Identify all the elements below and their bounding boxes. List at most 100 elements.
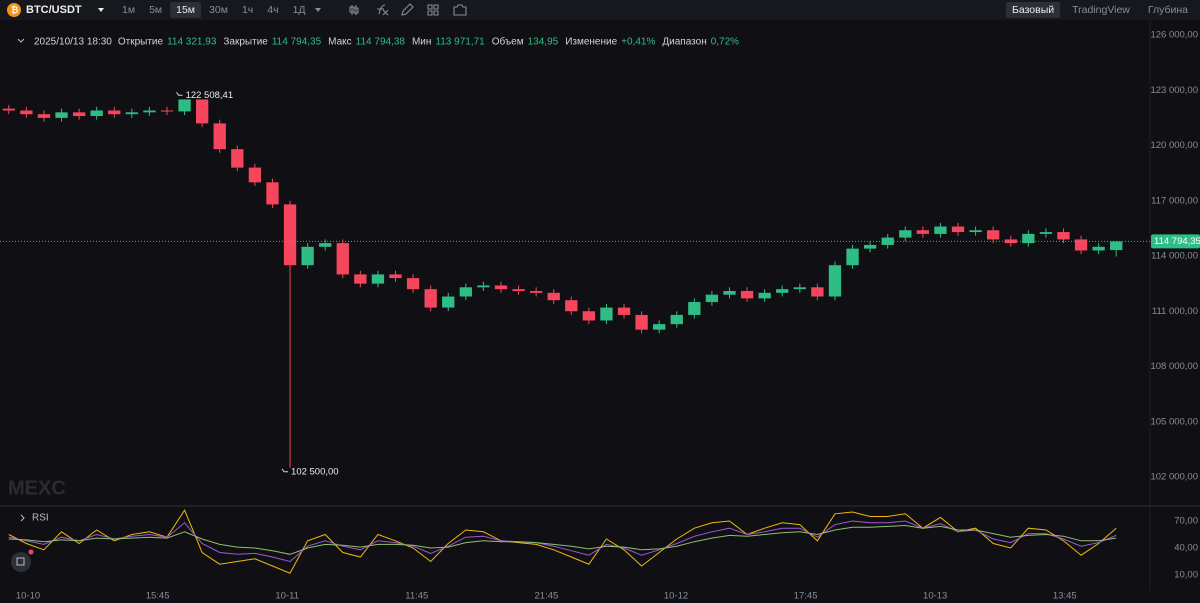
y-tick-label: 114 000,00 (1151, 251, 1198, 262)
info-value: 114 794,35 (272, 37, 322, 48)
x-tick-label: 21:45 (535, 591, 559, 602)
rsi-tick-label: 70,00 (1174, 516, 1198, 527)
symbol[interactable]: BTC/USDT (26, 4, 82, 16)
info-label: Изменение (565, 37, 617, 48)
indicator-icon[interactable] (377, 4, 389, 16)
info-label: Мин (412, 37, 431, 48)
candle-body (195, 99, 209, 124)
last-price-label: 114 794,35 (1154, 236, 1200, 247)
candle-body (863, 244, 877, 249)
watermark: MEXC (8, 477, 66, 499)
candle-body (846, 248, 859, 266)
candle-body (600, 307, 613, 321)
view-tab[interactable]: TradingView (1066, 2, 1136, 18)
rsi-title: RSI (32, 513, 49, 524)
annotation-pointer (281, 468, 289, 473)
candle-body (406, 278, 420, 290)
x-tick-label: 10-11 (275, 591, 299, 602)
interval-dropdown[interactable] (315, 8, 321, 12)
candle-body (354, 274, 367, 284)
annotation-label: 102 500,00 (291, 466, 339, 477)
interval-label: 30м (209, 4, 228, 16)
candle-body (20, 110, 33, 115)
x-tick-label: 11:45 (405, 591, 428, 602)
candle-body (424, 289, 437, 308)
draw-icon[interactable] (401, 3, 414, 16)
candle-body (213, 123, 226, 150)
candle-body (793, 287, 806, 290)
candle-body (371, 274, 385, 284)
toolbar (0, 0, 1200, 20)
candle-body (1022, 233, 1035, 244)
rsi-marker (28, 549, 34, 555)
candle-body (811, 287, 824, 297)
interval-button[interactable]: 30м (203, 2, 234, 18)
collapse-icon[interactable] (17, 38, 25, 43)
candle-body (934, 226, 947, 234)
view-label: Глубина (1148, 4, 1188, 16)
candle-body (758, 292, 771, 299)
interval-button[interactable]: 15м (170, 2, 202, 18)
rsi-tick-label: 10,00 (1174, 570, 1198, 581)
info-value: 114 321,93 (167, 37, 217, 48)
interval-label: 1ч (242, 4, 253, 16)
candle-body (705, 294, 719, 303)
candle-body (55, 112, 68, 118)
candle-body (670, 314, 683, 325)
x-tick-label: 17:45 (794, 591, 818, 602)
candle-body (723, 290, 736, 295)
chart-type-icon[interactable] (349, 5, 359, 15)
layout-icon[interactable] (427, 4, 439, 16)
candle-body (178, 99, 191, 112)
candle-body (951, 226, 965, 233)
x-tick-label: 10-13 (923, 591, 947, 602)
x-tick-label: 15:45 (146, 591, 170, 602)
annotation-pointer (176, 92, 183, 96)
interval-button[interactable]: 1м (116, 2, 141, 18)
candle-body (283, 204, 297, 266)
info-value: 0,72% (711, 37, 739, 48)
candle-body (740, 290, 754, 299)
settings-button[interactable] (11, 552, 31, 572)
candle-body (143, 110, 156, 113)
candle-body (1074, 239, 1088, 251)
candle-body (1004, 239, 1017, 244)
screenshot-icon[interactable] (453, 4, 467, 16)
candle-body (266, 182, 279, 205)
candle-body (653, 324, 666, 330)
candle-body (987, 230, 1000, 240)
interval-button[interactable]: 1Д (287, 2, 312, 18)
rsi-tick-label: 40,00 (1174, 543, 1198, 554)
interval-button[interactable]: 1ч (236, 2, 259, 18)
info-label: Закрытие (223, 37, 268, 48)
interval-button[interactable]: 4ч (261, 2, 284, 18)
candle-body (617, 307, 631, 315)
candle-body (442, 296, 455, 308)
view-label: Базовый (1012, 4, 1054, 16)
view-bg (1005, 2, 1061, 18)
info-value: 113 971,71 (435, 37, 485, 48)
symbol-dropdown[interactable] (98, 8, 104, 12)
candle-body (916, 230, 930, 234)
candle-body (828, 265, 842, 297)
candle-body (969, 230, 982, 233)
info-label: Объем (492, 36, 524, 48)
view-tab[interactable]: Базовый (1005, 2, 1061, 18)
interval-button[interactable]: 5м (143, 2, 168, 18)
candle-body (72, 112, 86, 117)
rsi-line (8, 520, 1117, 563)
candle-body (125, 112, 138, 115)
candle-body (2, 108, 15, 111)
rsi-expand-icon[interactable] (20, 514, 25, 522)
view-label: TradingView (1072, 4, 1130, 16)
annotation-label: 122 508,41 (186, 90, 234, 101)
candle-body (459, 287, 472, 297)
candle-body (108, 110, 121, 115)
candle-body (512, 289, 525, 291)
view-tab[interactable]: Глубина (1142, 2, 1194, 18)
candle-body (389, 274, 402, 279)
candle-body (1039, 232, 1053, 234)
candle-body (301, 246, 314, 266)
candle-body (1110, 241, 1123, 251)
